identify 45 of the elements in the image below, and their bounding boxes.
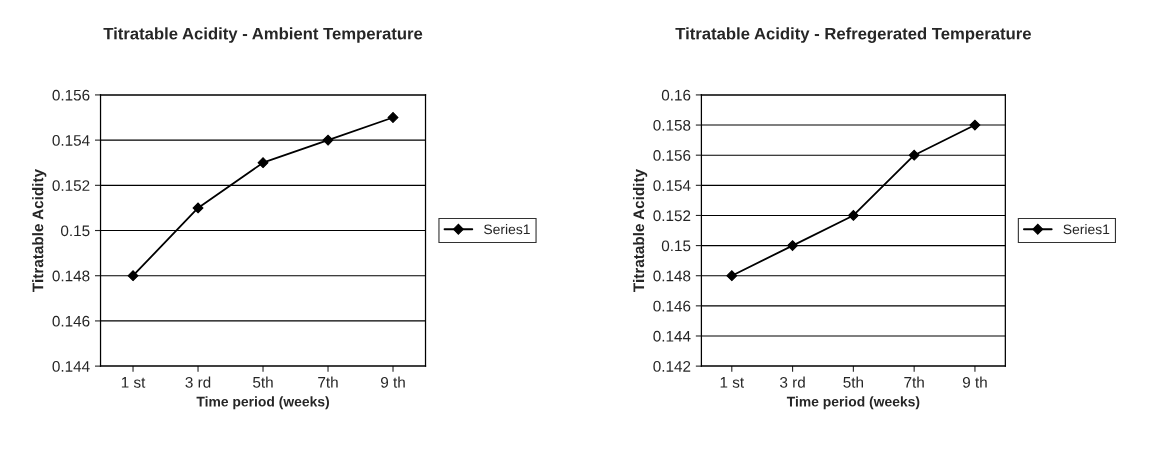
x-tick-label: 1 st (720, 377, 744, 388)
point (257, 157, 269, 169)
y-tick-label: 0.16 (661, 89, 691, 101)
y-tick-label: 0.146 (653, 300, 691, 312)
point (192, 202, 204, 214)
y-tick-label: 0.144 (52, 360, 90, 372)
y-tick-label: 0.152 (653, 210, 691, 222)
x-axis-title: Time period (weeks) (786, 396, 920, 410)
y-tick-label: 0.15 (60, 225, 90, 237)
x-axis-title: Time period (weeks) (196, 396, 329, 410)
y-tick-label: 0.158 (653, 119, 691, 131)
point (387, 112, 399, 123)
y-tick-label: 0.156 (52, 89, 90, 101)
x-tick-label: 1 st (121, 377, 146, 388)
x-tick-label: 5th (253, 376, 273, 388)
y-tick-label: 0.144 (653, 330, 691, 342)
y-tick-label: 0.15 (661, 240, 691, 252)
y-tick-label: 0.156 (653, 150, 691, 161)
point (127, 270, 139, 282)
point (969, 119, 981, 131)
y-tick-label: 0.146 (52, 315, 90, 327)
point (908, 149, 920, 161)
y-tick-label: 0.148 (653, 270, 691, 282)
legend-label: Series1 (1063, 224, 1110, 235)
y-tick-label: 0.154 (52, 134, 90, 146)
x-tick-label: 9 th (962, 376, 987, 388)
y-tick-label: 0.142 (653, 360, 691, 372)
point (322, 134, 334, 146)
x-tick-label: 3 rd (185, 376, 211, 388)
y-axis-title: Titratable Acidity (632, 169, 648, 292)
x-tick-label: 9 th (380, 376, 405, 388)
y-axis-title: Titratable Acidity (32, 169, 47, 292)
point (726, 270, 738, 282)
x-tick-label: 7th (318, 376, 338, 388)
legend-label: Series1 (484, 224, 530, 235)
point (847, 210, 859, 221)
point (787, 240, 799, 252)
chart-title: Titratable Acidity - Refregerated Temperature (675, 27, 1031, 43)
x-tick-label: 7th (904, 376, 924, 388)
chart-title: Titratable Acidity - Ambient Temperature (103, 27, 423, 43)
x-tick-label: 5th (843, 376, 863, 388)
x-tick-label: 3 rd (780, 376, 805, 388)
y-tick-label: 0.152 (52, 180, 90, 192)
y-tick-label: 0.148 (52, 270, 90, 282)
y-tick-label: 0.154 (653, 180, 691, 192)
